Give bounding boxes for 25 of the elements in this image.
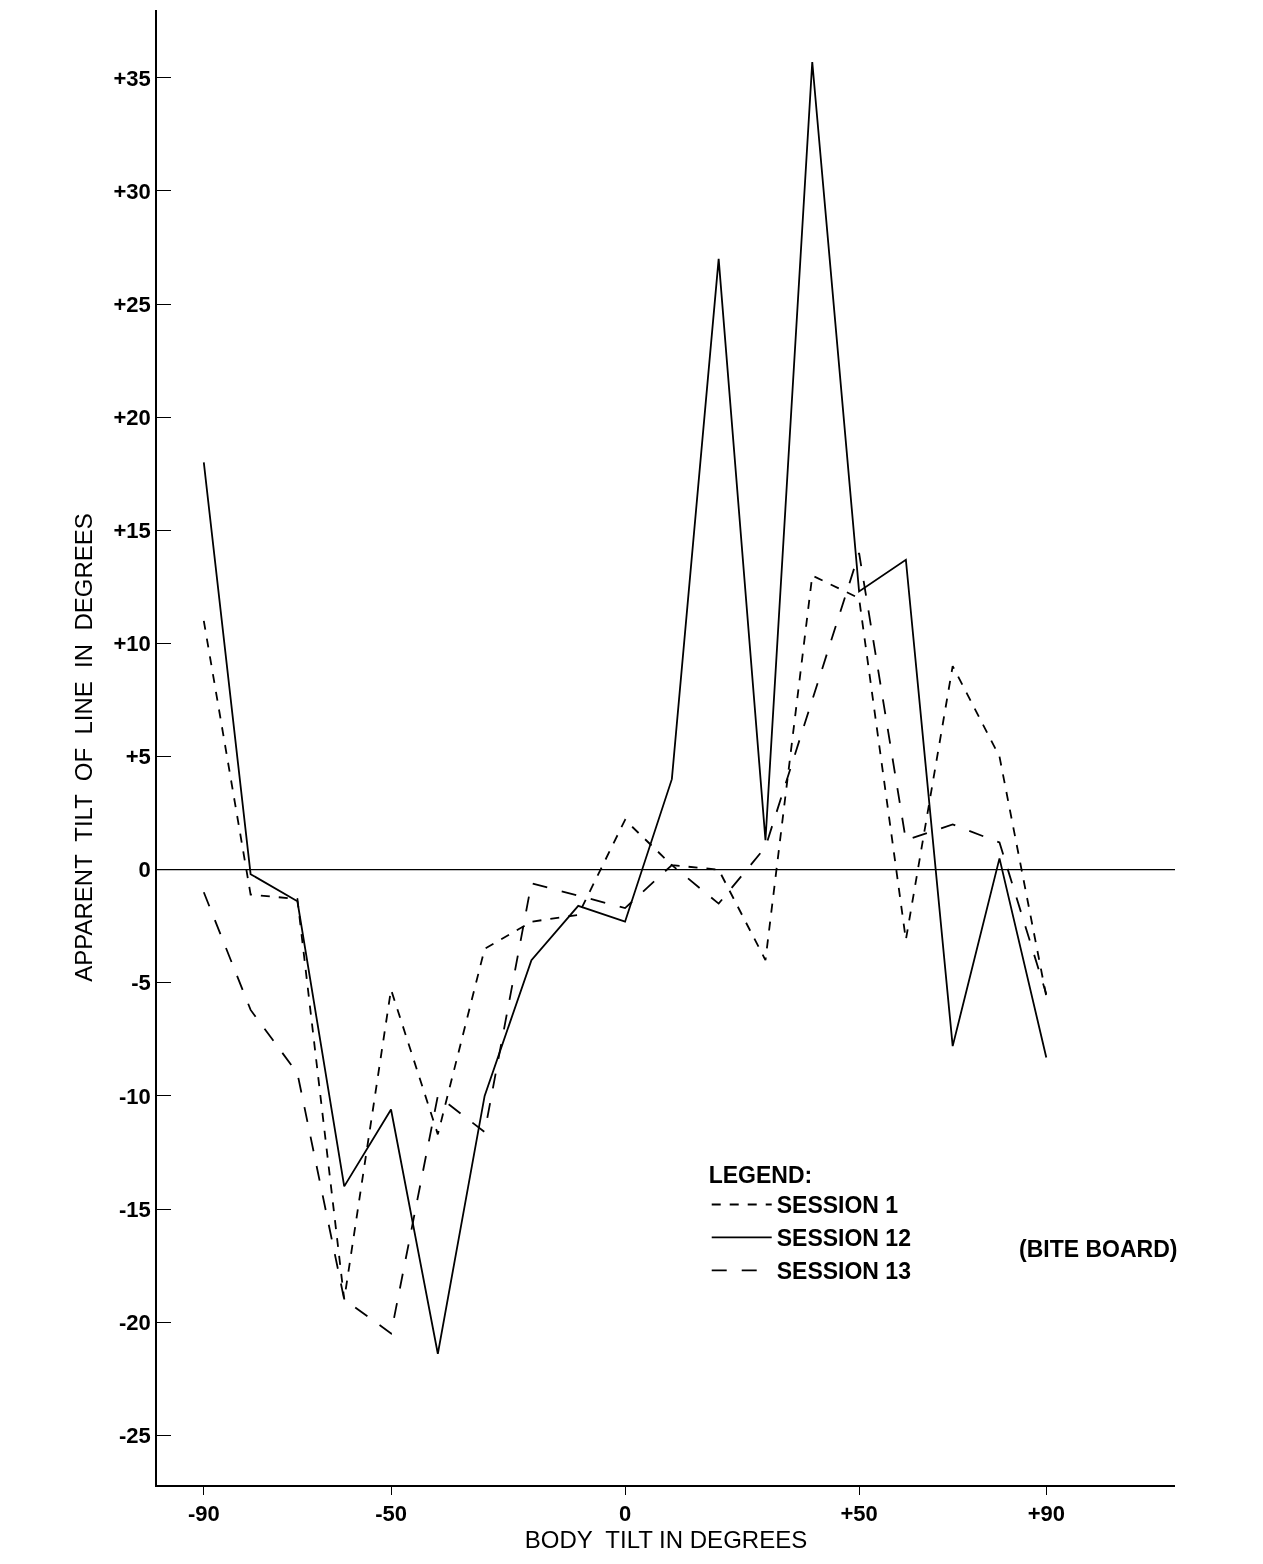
y-axis-title: APPARENT TILT OF LINE IN DEGREES — [70, 513, 98, 982]
y-tick-label: -20 — [119, 1309, 151, 1335]
y-tick-label: -25 — [119, 1422, 151, 1448]
x-axis-title: BODY TILT IN DEGREES — [524, 1526, 808, 1554]
y-tick-label: +20 — [113, 404, 151, 430]
y-tick-label: -5 — [131, 970, 151, 996]
y-tick-label: +5 — [125, 744, 151, 770]
y-tick-label: +10 — [113, 631, 151, 657]
x-tick-label: +50 — [840, 1501, 878, 1527]
y-tick-label: +35 — [113, 65, 151, 91]
legend-label: SESSION 13 — [776, 1258, 911, 1285]
legend-label: SESSION 1 — [776, 1192, 899, 1219]
y-tick-label: -15 — [119, 1196, 151, 1222]
x-tick-label: -50 — [375, 1501, 407, 1527]
x-tick-label: -90 — [187, 1501, 220, 1527]
y-tick-label: +15 — [113, 518, 151, 544]
y-tick-label: +30 — [113, 178, 151, 204]
x-tick-label: 0 — [618, 1501, 632, 1527]
legend-label: SESSION 12 — [776, 1225, 911, 1252]
x-tick-label: +90 — [1027, 1501, 1065, 1527]
legend-title: LEGEND: — [708, 1162, 813, 1189]
y-tick-label: +25 — [113, 291, 151, 317]
y-tick-label: 0 — [138, 857, 151, 883]
y-tick-label: -10 — [119, 1083, 151, 1109]
annotation: (BITE BOARD) — [1019, 1236, 1178, 1262]
